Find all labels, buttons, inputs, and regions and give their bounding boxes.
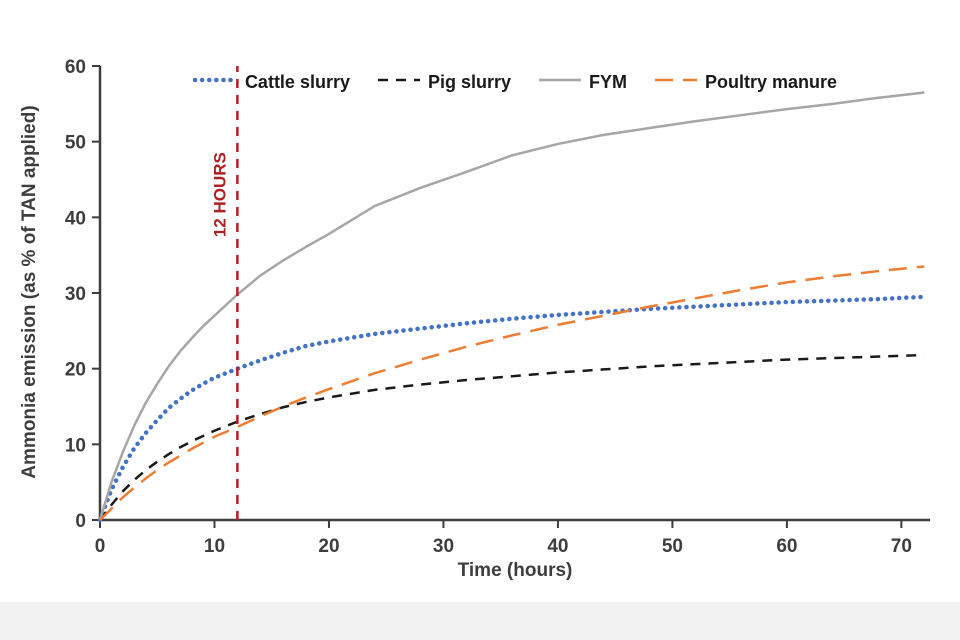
legend: Cattle slurry Pig slurry FYM Poultry man…	[100, 72, 930, 93]
svg-text:50: 50	[65, 133, 86, 154]
pig-slurry-line-sample	[376, 73, 422, 92]
footer-strip	[0, 602, 960, 640]
svg-text:10: 10	[204, 536, 225, 557]
svg-text:30: 30	[433, 536, 454, 557]
svg-text:20: 20	[318, 536, 339, 557]
fym-line-sample	[537, 73, 583, 92]
svg-text:30: 30	[65, 284, 86, 305]
legend-item-pig-slurry: Pig slurry	[376, 72, 511, 93]
svg-text:60: 60	[776, 536, 797, 557]
svg-text:0: 0	[75, 511, 86, 532]
legend-label-cattle-slurry: Cattle slurry	[244, 72, 350, 92]
legend-label-poultry-manure: Poultry manure	[705, 72, 838, 92]
legend-item-poultry-manure: Poultry manure	[653, 72, 837, 93]
legend-item-cattle-slurry: Cattle slurry	[192, 72, 350, 93]
plot-area: 0 10 20 30 40 50 60 0 10 20 30 40 50 60 70 12 HOURS	[65, 57, 930, 557]
legend-label-pig-slurry: Pig slurry	[427, 72, 512, 92]
svg-text:0: 0	[95, 536, 106, 557]
svg-text:50: 50	[662, 536, 683, 557]
svg-text:60: 60	[65, 57, 86, 78]
svg-text:40: 40	[65, 208, 86, 229]
svg-text:20: 20	[65, 360, 86, 381]
svg-text:70: 70	[891, 536, 912, 557]
x-axis-title: Time (hours)	[457, 560, 573, 581]
legend-label-fym: FYM	[589, 72, 628, 92]
cattle-slurry-line-sample	[192, 73, 240, 92]
y-axis-title: Ammonia emission (as % of TAN applied)	[19, 105, 40, 479]
svg-text:10: 10	[65, 435, 86, 456]
legend-item-fym: FYM	[537, 72, 627, 93]
poultry-manure-line-sample	[653, 73, 699, 92]
svg-text:40: 40	[547, 536, 568, 557]
svg-text:12 HOURS: 12 HOURS	[210, 152, 229, 237]
